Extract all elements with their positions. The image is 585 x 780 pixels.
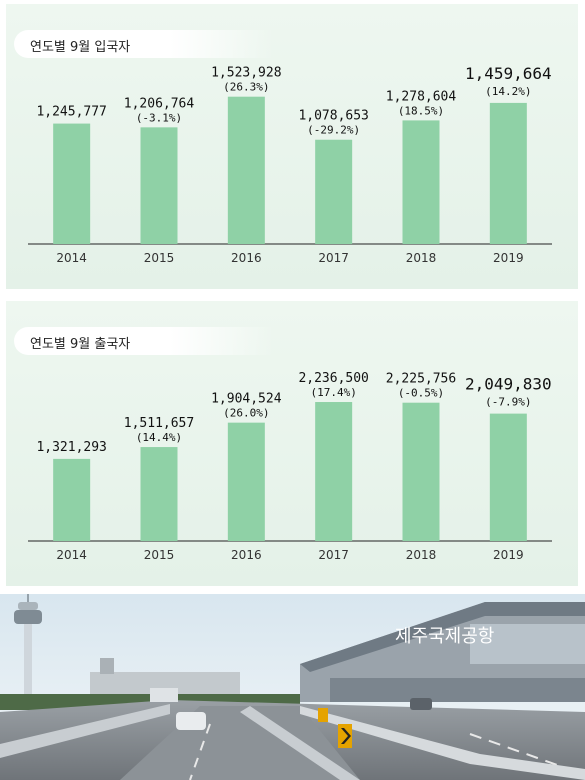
x-tick-label: 2014 — [56, 251, 87, 265]
bar-2019 — [489, 413, 527, 541]
x-tick-label: 2015 — [144, 548, 175, 562]
value-label: 2,049,830 — [465, 375, 552, 394]
bar-2018 — [402, 120, 440, 244]
arrivals-bar-chart: 2014 1,245,777 2015 1,206,764(-3.1%) 2016 1,5… — [28, 64, 552, 265]
bar-2014 — [53, 123, 91, 244]
value-label: 1,321,293 — [36, 440, 106, 455]
bar-2014 — [53, 458, 91, 541]
chevron-sign — [338, 724, 352, 748]
percent-change-label: (-29.2%) — [307, 124, 360, 137]
chart-title-tab: 연도별 9월 입국자 — [14, 30, 274, 58]
control-tower — [14, 594, 42, 706]
value-label: 1,523,928 — [211, 66, 281, 81]
percent-change-label: (26.3%) — [223, 81, 269, 94]
percent-change-label: (18.5%) — [398, 104, 444, 117]
x-tick-label: 2019 — [493, 548, 524, 562]
bar-2018 — [402, 402, 440, 541]
percent-change-label: (14.4%) — [136, 431, 182, 444]
guardrail — [0, 704, 170, 758]
chart-title-tab: 연도별 9월 출국자 — [14, 327, 274, 355]
x-tick-label: 2014 — [56, 548, 87, 562]
chart-title: 연도별 9월 입국자 — [30, 40, 131, 55]
value-label: 1,206,764 — [124, 96, 195, 111]
x-tick-label: 2018 — [406, 251, 437, 265]
bar-2016 — [227, 96, 265, 245]
percent-change-label: (26.0%) — [223, 407, 269, 420]
x-tick-label: 2017 — [318, 548, 349, 562]
x-tick-label: 2018 — [406, 548, 437, 562]
terminal-building: 제주국제공항 — [300, 602, 585, 702]
x-tick-label: 2019 — [493, 251, 524, 265]
value-label: 1,078,653 — [298, 109, 368, 124]
car — [410, 698, 432, 710]
percent-change-label: (-3.1%) — [136, 111, 182, 124]
departures-bar-chart: 2014 1,321,293 2015 1,511,657(14.4%) 2016 1,9… — [28, 371, 552, 562]
percent-change-label: (14.2%) — [485, 85, 531, 98]
bus — [150, 688, 178, 702]
chart-panel-arrivals: 연도별 9월 입국자 2014 1,245,777 2015 1,206,764 (-3… — [6, 4, 578, 289]
x-tick-label: 2016 — [231, 251, 262, 265]
chart-panel-departures: 연도별 9월 출국자 2014 1,321,293 2015 1,511,657 (14… — [6, 301, 578, 586]
distant-building — [90, 672, 240, 694]
bar-2015 — [140, 447, 178, 541]
bar-2015 — [140, 127, 178, 244]
airport-photo: 제주국제공항 — [0, 594, 585, 780]
x-tick-label: 2017 — [318, 251, 349, 265]
x-tick-label: 2016 — [231, 548, 262, 562]
bar-2017 — [315, 139, 353, 244]
value-label: 2,225,756 — [386, 372, 456, 387]
value-label: 1,904,524 — [211, 392, 282, 407]
airport-sign: 제주국제공항 — [395, 626, 494, 647]
value-label: 1,245,777 — [36, 105, 106, 120]
x-tick-label: 2015 — [144, 251, 175, 265]
chart-title: 연도별 9월 출국자 — [30, 337, 131, 352]
car — [176, 712, 206, 730]
chevron-sign — [318, 708, 328, 722]
bar-2019 — [489, 102, 527, 245]
bar-2016 — [227, 422, 265, 541]
value-label: 1,278,604 — [386, 89, 457, 104]
value-label: 2,236,500 — [298, 371, 368, 386]
percent-change-label: (-0.5%) — [398, 387, 444, 400]
percent-change-label: (-7.9%) — [485, 396, 531, 409]
percent-change-label: (17.4%) — [310, 386, 356, 399]
value-label: 1,459,664 — [465, 64, 552, 83]
bar-2017 — [315, 402, 353, 541]
value-label: 1,511,657 — [124, 416, 194, 431]
